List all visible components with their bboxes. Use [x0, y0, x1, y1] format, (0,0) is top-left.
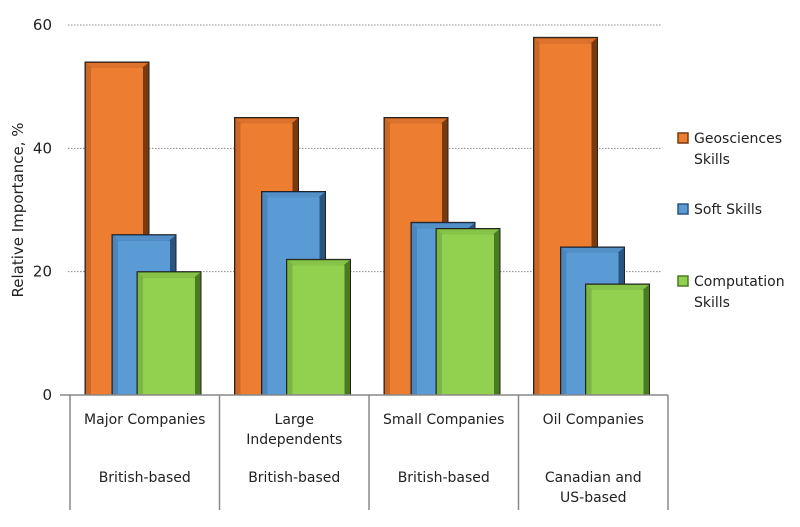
- bar-bevel-left: [86, 63, 92, 395]
- bar-2-0: [136, 271, 202, 396]
- legend-label: Soft Skills: [694, 202, 762, 218]
- legend: Geosciences Skills Soft Skills Computation S…: [677, 131, 785, 311]
- y-tick-label: 40: [33, 139, 52, 157]
- bar-bevel-top: [262, 192, 325, 198]
- bar-bevel-top: [287, 260, 350, 266]
- category-label: Major Companies: [84, 412, 205, 428]
- legend-item: Soft Skills: [677, 202, 762, 218]
- bar-bevel-left: [138, 272, 144, 395]
- x-axis-category-table: Major Companies British-based Large Indepen…: [60, 394, 669, 510]
- legend-label: Computation: [694, 274, 785, 290]
- bar-face: [442, 234, 494, 395]
- bar-2-3: [585, 283, 650, 396]
- bar-bevel-left: [262, 192, 269, 395]
- bar-bevel-top: [561, 248, 624, 253]
- bar-bevel-top: [534, 38, 597, 44]
- category-region-label: British-based: [99, 470, 191, 486]
- bar-bevel-top: [586, 285, 649, 290]
- legend-swatch: [677, 275, 689, 287]
- bar-bevel-top: [138, 272, 200, 278]
- category-label: Large: [275, 412, 314, 428]
- category-region-label: US-based: [560, 490, 626, 506]
- category-region-label: British-based: [248, 470, 340, 486]
- legend-item: Geosciences Skills: [677, 131, 782, 168]
- legend-swatch: [677, 132, 689, 144]
- y-axis-ticks: 0 20 40 60: [33, 16, 52, 404]
- bar-bevel-left: [385, 118, 391, 395]
- bar-bevel-top: [412, 223, 474, 229]
- bar-face: [143, 277, 195, 395]
- bar-bevel-left: [561, 248, 568, 395]
- bar-bevel-left: [287, 260, 294, 395]
- y-tick-label: 60: [33, 16, 52, 34]
- category-label: Oil Companies: [543, 412, 644, 428]
- bars: [84, 36, 650, 396]
- bar-face: [591, 290, 644, 395]
- bar-bevel-top: [437, 229, 499, 235]
- category-label: Small Companies: [383, 412, 504, 428]
- y-axis-label: Relative Importance, %: [9, 122, 27, 297]
- bar-2-2: [435, 228, 501, 396]
- bar-bevel-left: [534, 38, 541, 395]
- legend-item: Computation Skills: [677, 274, 785, 311]
- y-tick-label: 0: [42, 386, 52, 404]
- category-label: Independents: [246, 432, 342, 448]
- bar-bevel-left: [235, 118, 242, 395]
- bar-bevel-left: [412, 223, 418, 395]
- category-region-label: Canadian and: [545, 470, 642, 486]
- bar-bevel-top: [86, 63, 148, 68]
- bar-bevel-top: [235, 118, 298, 124]
- legend-label: Skills: [694, 295, 730, 311]
- bar-bevel-top: [385, 118, 447, 124]
- legend-label: Geosciences: [694, 131, 782, 147]
- legend-label: Skills: [694, 152, 730, 168]
- legend-swatch: [677, 203, 689, 215]
- bar-bevel-top: [113, 235, 175, 241]
- bar-bevel-left: [437, 229, 443, 395]
- bar-2-1: [286, 258, 351, 396]
- bar-bevel-left: [113, 235, 119, 395]
- category-region-label: British-based: [398, 470, 490, 486]
- y-tick-label: 20: [33, 263, 52, 281]
- bar-face: [292, 265, 345, 395]
- bar-bevel-left: [586, 285, 593, 395]
